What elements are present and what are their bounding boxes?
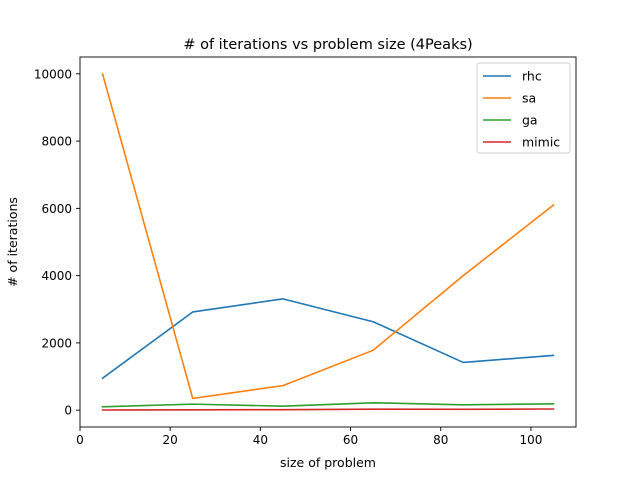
legend-label-rhc: rhc — [522, 69, 542, 84]
series-line-ga — [101, 401, 555, 408]
legend-label-ga: ga — [522, 113, 538, 128]
x-tick-label: 80 — [433, 433, 448, 447]
series-line-sa — [101, 72, 555, 400]
legend-box — [476, 62, 571, 154]
y-tick-label: 8000 — [41, 135, 72, 149]
legend-label-mimic: mimic — [522, 135, 560, 150]
y-tick-label: 0 — [64, 404, 72, 418]
y-tick-label: 4000 — [41, 269, 72, 283]
x-tick-label: 60 — [343, 433, 358, 447]
x-tick-label: 20 — [163, 433, 178, 447]
legend: rhc sa ga mimic — [476, 62, 571, 154]
y-tick-label: 6000 — [41, 202, 72, 216]
series-line-mimic — [101, 408, 555, 411]
y-tick-label: 10000 — [34, 67, 72, 81]
x-tick-label: 100 — [519, 433, 542, 447]
y-axis-label: # of iterations — [5, 197, 20, 287]
x-axis-label: size of problem — [280, 455, 376, 470]
x-tick-label: 0 — [76, 433, 84, 447]
legend-label-sa: sa — [522, 91, 536, 106]
y-tick-label: 2000 — [41, 336, 72, 350]
plot-frame — [79, 56, 577, 428]
chart-title: # of iterations vs problem size (4Peaks) — [183, 37, 472, 53]
plot-area: 0 20 40 60 80 100 0 2000 4000 6000 8000 10000 rhc sa g… — [34, 56, 577, 447]
x-tick-label: 40 — [253, 433, 268, 447]
series-line-rhc — [101, 298, 555, 380]
